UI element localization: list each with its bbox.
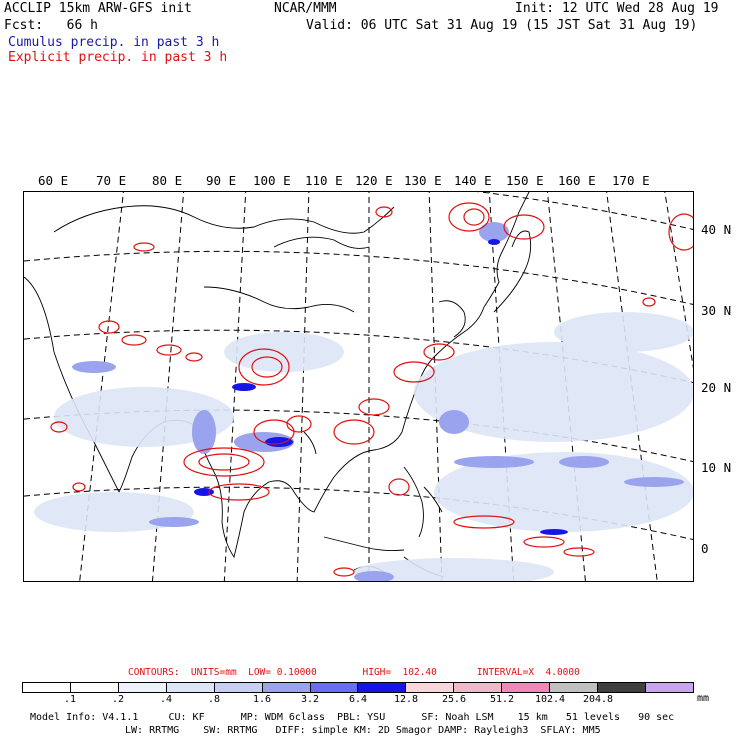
lon-label: 170 E <box>612 173 650 188</box>
color-bar-tick-label: 3.2 <box>300 694 320 705</box>
lat-label: 10 N <box>701 460 732 475</box>
cumulus-precip <box>34 222 693 581</box>
color-bar-swatch <box>166 683 215 692</box>
lat-label: 40 N <box>701 222 732 237</box>
lat-label: 0 <box>701 541 709 556</box>
legend-explicit: Explicit precip. in past 3 h <box>8 50 228 65</box>
map-canvas <box>24 192 693 581</box>
lon-label: 70 E <box>96 173 127 188</box>
legend-cumulus: Cumulus precip. in past 3 h <box>8 35 220 50</box>
color-bar-swatch <box>118 683 167 692</box>
color-bar-swatch <box>406 683 455 692</box>
coastlines <box>24 192 532 578</box>
color-bar-tick-label: 25.6 <box>441 694 467 705</box>
color-bar-swatch <box>214 683 263 692</box>
contours-text: CONTOURS: UNITS=mm LOW= 0.10000 HIGH= 10… <box>128 667 580 678</box>
color-bar-swatch <box>310 683 359 692</box>
valid-time: Valid: 06 UTC Sat 31 Aug 19 (15 JST Sat … <box>306 18 698 33</box>
model-info-line2: LW: RRTMG SW: RRTMG DIFF: simple KM: 2D … <box>125 725 601 736</box>
color-bar-swatch <box>598 683 646 692</box>
color-bar-units: mm <box>697 693 710 704</box>
institution-label: NCAR/MMM <box>274 1 337 16</box>
lon-label: 160 E <box>558 173 596 188</box>
lon-label: 130 E <box>404 173 442 188</box>
color-bar-tick-label: 102.4 <box>534 694 566 705</box>
color-bar-swatch <box>262 683 311 692</box>
color-bar-swatch <box>70 683 119 692</box>
init-time: Init: 12 UTC Wed 28 Aug 19 <box>515 1 719 16</box>
color-bar-labels: .1 .2 .4 .8 1.6 3.2 6.4 12.8 25.6 51.2 102.4 204.8 <box>22 694 694 706</box>
color-bar-tick-label: 51.2 <box>489 694 515 705</box>
model-info-line1: Model Info: V4.1.1 CU: KF MP: WDM 6class… <box>30 712 675 723</box>
lon-label: 90 E <box>206 173 237 188</box>
forecast-hour: Fcst: 66 h <box>4 18 98 33</box>
color-bar-tick-label: .2 <box>111 694 125 705</box>
color-bar-tick-label: .8 <box>207 694 221 705</box>
lon-label: 100 E <box>253 173 291 188</box>
color-bar <box>22 682 694 693</box>
lon-label: 110 E <box>305 173 343 188</box>
color-bar-tick-label: 6.4 <box>348 694 368 705</box>
lon-label: 60 E <box>38 173 69 188</box>
color-bar-swatch <box>358 683 407 692</box>
lat-label: 20 N <box>701 380 732 395</box>
color-bar-swatch <box>645 683 693 692</box>
color-bar-tick-label: .1 <box>63 694 77 705</box>
color-bar-swatch <box>454 683 503 692</box>
color-bar-swatch <box>502 683 551 692</box>
run-title: ACCLIP 15km ARW-GFS init <box>4 1 192 16</box>
lon-label: 150 E <box>506 173 544 188</box>
color-bar-swatch <box>23 683 71 692</box>
lon-label: 80 E <box>152 173 183 188</box>
lat-label: 30 N <box>701 303 732 318</box>
color-bar-swatch <box>550 683 599 692</box>
lon-label: 140 E <box>454 173 492 188</box>
color-bar-tick-label: 12.8 <box>393 694 419 705</box>
color-bar-tick-label: 1.6 <box>252 694 272 705</box>
lon-label: 120 E <box>355 173 393 188</box>
color-bar-tick-label: .4 <box>159 694 173 705</box>
color-bar-tick-label: 204.8 <box>582 694 614 705</box>
precip-map <box>23 191 694 582</box>
explicit-precip <box>50 202 693 577</box>
